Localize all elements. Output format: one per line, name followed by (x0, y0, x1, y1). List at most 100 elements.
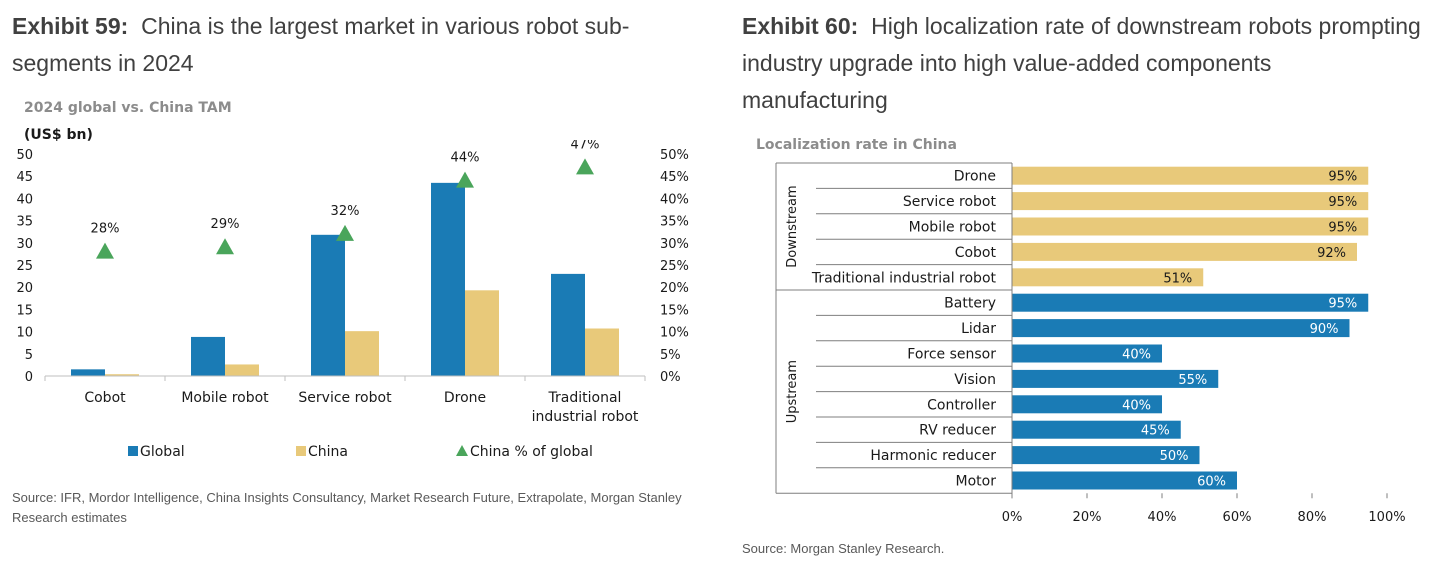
china-bar (225, 364, 259, 376)
localization-bar (1012, 242, 1357, 261)
x-tick-label: 80% (1298, 510, 1327, 525)
exhibit-60-text: High localization rate of downstream rob… (742, 13, 1421, 113)
localization-value-label: 60% (1197, 475, 1226, 490)
global-bar (191, 336, 225, 376)
y-tick-label: 0 (25, 370, 33, 385)
global-bar (431, 182, 465, 376)
localization-value-label: 90% (1310, 322, 1339, 337)
localization-value-label: 95% (1328, 170, 1357, 185)
china-pct-label: 44% (451, 151, 480, 166)
china-bar (585, 328, 619, 376)
localization-category-label: Cobot (955, 245, 997, 261)
left-chart: 0 5 10 15 20 25 30 35 40 45 50 0% 5% 10% 15% 20% 25% 30% 3… (16, 140, 689, 460)
exhibit-59-text: China is the largest market in various r… (12, 13, 630, 76)
china-pct-label: 29% (211, 217, 240, 232)
y-tick-label: 35 (16, 215, 33, 230)
china-bar (345, 331, 379, 376)
localization-category-label: Vision (954, 372, 996, 388)
localization-bar (1012, 344, 1162, 363)
y2-tick-label: 0% (660, 370, 681, 385)
localization-bar (1012, 420, 1181, 439)
localization-value-label: 95% (1328, 297, 1357, 312)
localization-value-label: 92% (1317, 246, 1346, 261)
localization-bar (1012, 446, 1200, 465)
china-pct-label: 32% (331, 204, 360, 219)
localization-value-label: 45% (1141, 424, 1170, 439)
right-chart-title: Localization rate in China (756, 137, 957, 153)
localization-value-label: 55% (1178, 373, 1207, 388)
x-tick-label: 100% (1368, 510, 1405, 525)
localization-bar (1012, 268, 1204, 287)
x-tick-label: 40% (1148, 510, 1177, 525)
localization-category-label: RV reducer (919, 423, 996, 439)
localization-value-label: 40% (1122, 348, 1151, 363)
group-label-upstream: Upstream (785, 360, 800, 423)
global-bar (71, 369, 105, 376)
localization-bar (1012, 293, 1369, 312)
localization-category-label: Force sensor (907, 347, 996, 363)
y2-tick-label: 15% (660, 303, 689, 318)
localization-category-label: Motor (956, 474, 997, 490)
localization-value-label: 95% (1328, 195, 1357, 210)
localization-bar (1012, 395, 1162, 414)
localization-bar (1012, 471, 1237, 490)
localization-value-label: 50% (1160, 449, 1189, 464)
left-chart-title: 2024 global vs. China TAM (24, 100, 232, 116)
china-pct-label: 47% (571, 140, 600, 152)
china-bar (465, 290, 499, 376)
category-label: Drone (444, 390, 486, 406)
exhibit-59-title: Exhibit 59: China is the largest market … (12, 8, 692, 82)
localization-category-label: Harmonic reducer (870, 448, 996, 464)
global-bar (311, 234, 345, 376)
y-tick-label: 45 (16, 170, 33, 185)
localization-value-label: 40% (1122, 398, 1151, 413)
y2-tick-label: 5% (660, 348, 681, 363)
china-pct-marker (336, 224, 354, 241)
localization-category-label: Drone (954, 169, 996, 185)
left-chart-unit: (US$ bn) (24, 127, 93, 143)
localization-bar (1012, 319, 1350, 338)
localization-category-label: Lidar (961, 321, 996, 337)
x-tick-label: 60% (1223, 510, 1252, 525)
localization-bar (1012, 217, 1369, 236)
x-tick-label: 0% (1002, 510, 1023, 525)
china-bar (105, 374, 139, 376)
legend-china-label: China (308, 444, 348, 460)
exhibit-60-source: Source: Morgan Stanley Research. (742, 541, 945, 556)
y2-tick-label: 10% (660, 326, 689, 341)
y2-tick-label: 45% (660, 170, 689, 185)
localization-bar (1012, 166, 1369, 185)
china-pct-label: 28% (91, 222, 120, 237)
legend-pct-marker (456, 445, 468, 456)
group-label-downstream: Downstream (785, 185, 800, 267)
localization-category-label: Traditional industrial robot (811, 270, 997, 286)
y2-tick-label: 20% (660, 281, 689, 296)
exhibit-59-source: Source: IFR, Mordor Intelligence, China … (12, 490, 682, 525)
category-label: Service robot (298, 390, 392, 406)
y-tick-label: 25 (16, 259, 33, 274)
exhibit-60-label: Exhibit 60: (742, 13, 859, 39)
y2-tick-label: 40% (660, 192, 689, 207)
x-tick-label: 20% (1073, 510, 1102, 525)
y-tick-label: 30 (16, 237, 33, 252)
y2-tick-label: 25% (660, 259, 689, 274)
y2-tick-label: 30% (660, 237, 689, 252)
localization-category-label: Battery (944, 296, 996, 312)
y-tick-label: 10 (16, 326, 33, 341)
localization-bar (1012, 369, 1219, 388)
china-pct-marker (96, 242, 114, 259)
localization-bar (1012, 192, 1369, 211)
y-tick-label: 50 (16, 148, 33, 163)
china-pct-marker (576, 158, 594, 175)
localization-category-label: Service robot (903, 194, 997, 210)
y2-tick-label: 35% (660, 215, 689, 230)
china-pct-marker (216, 238, 234, 255)
category-label: industrial robot (532, 409, 639, 425)
legend-global-swatch (128, 446, 138, 456)
localization-value-label: 51% (1163, 271, 1192, 286)
global-bar (551, 273, 585, 376)
localization-category-label: Controller (927, 397, 996, 413)
legend-global-label: Global (140, 444, 185, 460)
exhibit-60-title: Exhibit 60: High localization rate of do… (742, 8, 1422, 119)
localization-category-label: Mobile robot (909, 220, 997, 236)
